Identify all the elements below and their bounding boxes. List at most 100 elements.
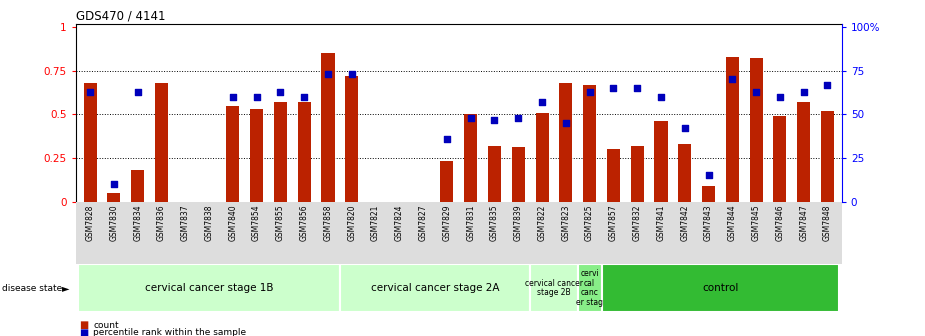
Point	[344, 72, 359, 77]
Point	[796, 89, 811, 94]
Point	[630, 85, 645, 91]
Bar	[512, 148, 524, 202]
Point	[249, 94, 264, 99]
Text: GSM7835: GSM7835	[490, 205, 499, 241]
Bar	[227, 106, 240, 202]
Bar	[530, 264, 578, 312]
Bar	[726, 57, 739, 202]
Text: ■: ■	[79, 320, 88, 330]
Bar	[250, 109, 263, 202]
Text: percentile rank within the sample: percentile rank within the sample	[93, 328, 247, 336]
Text: GSM7823: GSM7823	[561, 205, 571, 241]
Bar	[298, 102, 311, 202]
Point	[535, 99, 549, 105]
Bar	[464, 114, 477, 202]
Text: GSM7842: GSM7842	[680, 205, 689, 241]
Bar	[773, 116, 786, 202]
Bar	[654, 121, 668, 202]
Text: GSM7838: GSM7838	[204, 205, 214, 241]
Point	[439, 136, 454, 141]
Text: count: count	[93, 321, 119, 330]
Text: GSM7843: GSM7843	[704, 205, 713, 241]
Bar	[820, 111, 834, 202]
Text: GSM7846: GSM7846	[775, 205, 784, 241]
Bar	[321, 53, 335, 202]
Point	[701, 173, 716, 178]
Text: GSM7821: GSM7821	[371, 205, 380, 241]
Text: control: control	[702, 283, 739, 293]
Point	[677, 126, 692, 131]
Point	[463, 115, 478, 121]
Text: GSM7834: GSM7834	[133, 205, 142, 241]
Bar	[702, 186, 715, 202]
Text: GSM7830: GSM7830	[109, 205, 118, 241]
Point	[559, 120, 574, 126]
Text: GSM7837: GSM7837	[180, 205, 190, 241]
Text: ■: ■	[79, 328, 88, 336]
Text: cervical cancer
stage 2B: cervical cancer stage 2B	[525, 279, 583, 297]
Point	[772, 94, 787, 99]
Bar	[583, 85, 596, 202]
Bar	[274, 102, 287, 202]
Bar	[678, 144, 691, 202]
Bar	[79, 264, 339, 312]
Text: GSM7832: GSM7832	[633, 205, 642, 241]
Text: GSM7857: GSM7857	[609, 205, 618, 241]
Point	[582, 89, 597, 94]
Text: GSM7841: GSM7841	[657, 205, 665, 241]
Text: GSM7847: GSM7847	[799, 205, 808, 241]
Text: GSM7856: GSM7856	[300, 205, 309, 241]
Text: ►: ►	[62, 283, 69, 293]
Bar	[131, 170, 144, 202]
Point	[487, 117, 502, 122]
Text: GSM7840: GSM7840	[228, 205, 238, 241]
Bar	[107, 193, 120, 202]
Text: GSM7820: GSM7820	[347, 205, 356, 241]
Text: GSM7854: GSM7854	[253, 205, 261, 241]
Bar	[578, 264, 601, 312]
Text: GSM7839: GSM7839	[513, 205, 523, 241]
Bar	[339, 264, 530, 312]
Bar	[797, 102, 810, 202]
Text: GSM7855: GSM7855	[276, 205, 285, 241]
Point	[226, 94, 240, 99]
Text: GSM7828: GSM7828	[86, 205, 94, 241]
Bar	[487, 146, 501, 202]
Text: GSM7822: GSM7822	[537, 205, 547, 241]
Text: GSM7829: GSM7829	[442, 205, 451, 241]
Point	[273, 89, 288, 94]
Text: GSM7836: GSM7836	[157, 205, 166, 241]
Bar	[536, 113, 549, 202]
Text: GSM7845: GSM7845	[752, 205, 760, 241]
Point	[321, 72, 336, 77]
Bar	[345, 76, 358, 202]
Text: GDS470 / 4141: GDS470 / 4141	[76, 9, 166, 23]
Text: cervi
cal
canc
er stag: cervi cal canc er stag	[576, 269, 603, 307]
Text: cervical cancer stage 2A: cervical cancer stage 2A	[371, 283, 500, 293]
Point	[820, 82, 835, 87]
Point	[106, 181, 121, 187]
Bar	[607, 149, 620, 202]
Bar	[155, 83, 168, 202]
Point	[606, 85, 621, 91]
Text: GSM7831: GSM7831	[466, 205, 475, 241]
Bar	[749, 58, 762, 202]
Point	[130, 89, 145, 94]
Text: GSM7848: GSM7848	[823, 205, 832, 241]
Point	[725, 77, 740, 82]
Point	[297, 94, 312, 99]
Text: cervical cancer stage 1B: cervical cancer stage 1B	[145, 283, 273, 293]
Point	[748, 89, 763, 94]
Text: GSM7825: GSM7825	[586, 205, 594, 241]
Text: GSM7858: GSM7858	[324, 205, 332, 241]
Text: GSM7844: GSM7844	[728, 205, 737, 241]
Text: GSM7824: GSM7824	[395, 205, 404, 241]
Bar	[601, 264, 839, 312]
Point	[82, 89, 97, 94]
Point	[654, 94, 669, 99]
Point	[511, 115, 525, 121]
Bar	[631, 146, 644, 202]
Bar	[83, 83, 97, 202]
Text: GSM7827: GSM7827	[419, 205, 427, 241]
Bar	[560, 83, 573, 202]
